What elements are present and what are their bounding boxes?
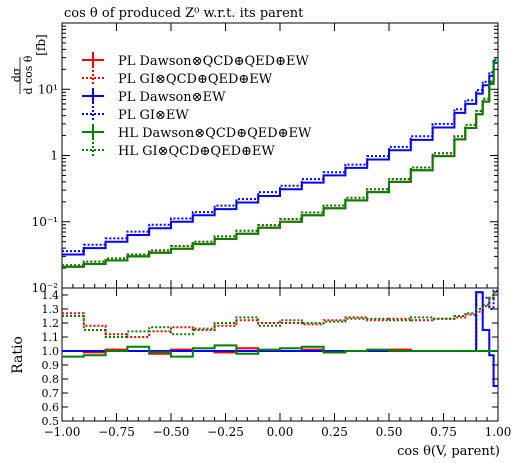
legend-entry-pl-dawson-qcd-qed-ew: PL Dawson⊗QCD⊕QED⊕EW	[82, 52, 309, 69]
main-series-hl-dawson-qcd-qed-ew	[62, 61, 498, 268]
ratio-series-group	[62, 289, 498, 387]
ratio-y-tick-label: 1.3	[42, 303, 60, 316]
ratio-x-tick-label: 0.25	[321, 425, 348, 439]
ratio-y-tick-label: 0.8	[42, 373, 60, 386]
legend-entry-hl-dawson-qcd-qed-ew: HL Dawson⊗QCD⊕QED⊕EW	[82, 124, 312, 141]
legend-entry-pl-dawson-ew: PL Dawson⊗EW	[82, 88, 226, 105]
ratio-series-pl-dawson-ew	[62, 291, 498, 387]
ratio-y-tick-label: 1.0	[42, 345, 60, 358]
chart-title: cos θ of produced Z⁰ w.r.t. its parent	[64, 6, 304, 21]
ratio-panel: 0.50.60.70.80.91.01.11.21.31.4 −1.00 −0.7…	[10, 287, 512, 459]
legend: PL Dawson⊗QCD⊕QED⊕EW PL GI⊗QCD⊕QED⊕EW PL D…	[82, 52, 312, 159]
main-y-tick-label: 1	[50, 149, 58, 163]
ratio-x-tick-label: 0.50	[376, 425, 403, 439]
y-label-denominator: d cos θ	[22, 55, 35, 94]
main-y-tick-label: 10⁻²	[32, 281, 59, 295]
ratio-x-tick-label: −0.25	[207, 425, 244, 439]
legend-label: PL Dawson⊗QCD⊕QED⊕EW	[118, 54, 309, 69]
ratio-series-hl-gi-qcd-qed-ew	[62, 291, 498, 338]
ratio-y-tick-label: 1.2	[42, 317, 60, 330]
legend-label: PL GI⊗EW	[118, 108, 189, 123]
ratio-y-tick-label: 1.1	[42, 331, 60, 344]
main-series-hl-gi-qcd-qed-ew	[62, 59, 498, 267]
legend-entry-pl-gi-qcd-qed-ew: PL GI⊗QCD⊕QED⊕EW	[82, 70, 273, 87]
main-y-tick-label: 10¹	[38, 82, 58, 96]
legend-label: PL Dawson⊗EW	[118, 90, 226, 105]
ratio-y-axis-label: Ratio	[10, 336, 26, 374]
main-x-axis-ticks	[61, 23, 499, 288]
ratio-y-tick-label: 0.9	[42, 359, 60, 372]
ratio-x-tick-label: −0.75	[98, 425, 135, 439]
ratio-x-tick-label: −0.50	[153, 425, 190, 439]
ratio-plot-frame	[61, 287, 499, 422]
legend-entry-pl-gi-ew: PL GI⊗EW	[82, 106, 189, 123]
main-series-group	[62, 58, 498, 268]
legend-label: HL Dawson⊗QCD⊕QED⊕EW	[118, 126, 312, 141]
y-label-unit: [fb]	[34, 34, 48, 56]
ratio-y-tick-label: 0.7	[42, 387, 60, 400]
ratio-x-tick-label: −1.00	[44, 425, 81, 439]
ratio-y-axis: 0.50.60.70.80.91.01.11.21.31.4	[42, 289, 498, 428]
ratio-series-pl-gi-qcd-qed-ew	[62, 291, 498, 338]
legend-label: HL GI⊗QCD⊕QED⊕EW	[118, 144, 275, 159]
main-y-axis: 10⁻² 10⁻¹ 1 10¹	[32, 25, 498, 295]
ratio-x-tick-label: 0.75	[430, 425, 457, 439]
main-series-pl-gi-ew	[62, 58, 498, 253]
ratio-y-tick-label: 1.4	[42, 289, 60, 302]
ratio-x-tick-label: 0.00	[267, 425, 294, 439]
ratio-x-tick-label: 1.00	[485, 425, 512, 439]
ratio-y-tick-label: 0.5	[42, 415, 60, 428]
ratio-x-axis-label: cos θ(V, parent)	[397, 444, 500, 459]
ratio-x-axis: −1.00 −0.75 −0.50 −0.25 0.00 0.25 0.50 0.75 1.00	[44, 288, 512, 439]
legend-entry-hl-gi-qcd-qed-ew: HL GI⊗QCD⊕QED⊕EW	[82, 142, 275, 159]
ratio-series-hl-dawson-qcd-qed-ew	[62, 344, 498, 358]
legend-label: PL GI⊗QCD⊕QED⊕EW	[118, 72, 273, 87]
main-y-tick-label: 10⁻¹	[32, 215, 58, 229]
ratio-y-tick-label: 0.6	[42, 401, 60, 414]
